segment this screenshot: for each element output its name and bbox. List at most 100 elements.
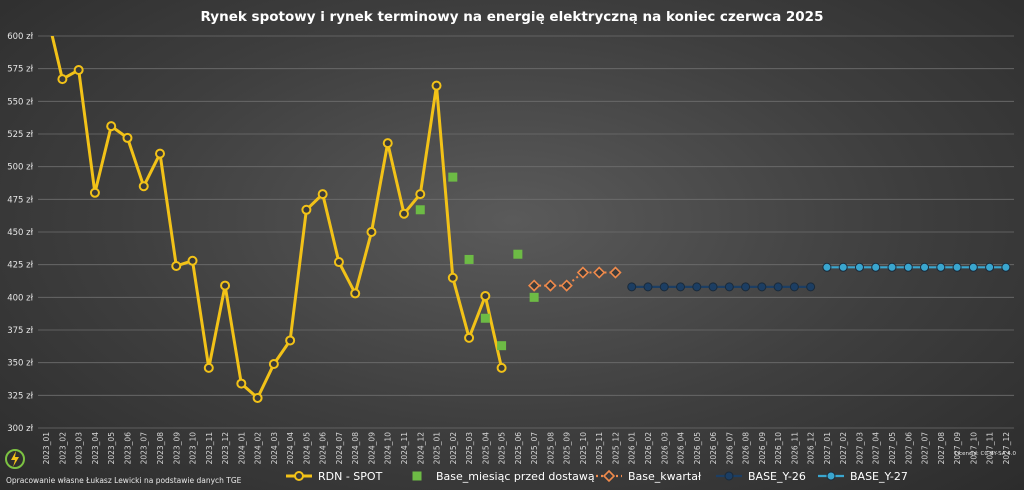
data-point (415, 205, 425, 215)
x-tick-label: 2026_10 (774, 432, 783, 465)
series (415, 172, 539, 351)
y-tick-label: 350 zł (7, 359, 33, 369)
data-point (366, 227, 377, 237)
data-point (529, 292, 539, 302)
x-tick-label: 2025_04 (481, 432, 490, 465)
x-tick-label: 2025_03 (465, 432, 474, 465)
y-tick-label: 500 zł (7, 163, 33, 173)
data-point (448, 172, 458, 182)
series (822, 262, 1011, 272)
data-point (968, 262, 978, 272)
legend-label: BASE_Y-27 (850, 470, 908, 483)
legend-item: BASE_Y-27 (818, 470, 908, 483)
data-point (724, 471, 734, 481)
grid (38, 35, 1014, 429)
x-tick-label: 2027_04 (872, 432, 881, 465)
data-point (985, 262, 995, 272)
data-point (155, 148, 165, 159)
data-point (496, 362, 507, 373)
data-point (252, 392, 263, 403)
x-tick-label: 2023_07 (140, 432, 149, 465)
x-tick-label: 2024_04 (286, 432, 295, 465)
data-point (903, 262, 913, 272)
series (627, 282, 816, 292)
x-tick-label: 2025_09 (563, 432, 572, 465)
y-tick-label: 550 zł (7, 97, 33, 107)
data-point (659, 282, 669, 292)
data-point (382, 138, 393, 149)
data-point (936, 262, 946, 272)
x-tick-label: 2027_07 (921, 432, 930, 465)
data-point (560, 279, 573, 292)
x-tick-label: 2026_07 (725, 432, 734, 465)
data-point (609, 266, 622, 279)
legend-item: RDN - SPOT (286, 470, 383, 483)
license-note: Licencja: CC-BY-SA 4.0 (954, 451, 1017, 457)
x-tick-label: 2024_09 (367, 432, 376, 465)
data-point (528, 279, 541, 292)
x-tick-label: 2025_08 (546, 432, 555, 465)
x-tick-label: 2025_02 (449, 432, 458, 465)
x-tick-label: 2026_05 (693, 432, 702, 465)
data-point (480, 313, 490, 323)
data-point (627, 282, 637, 292)
x-tick-label: 2024_03 (270, 432, 279, 465)
x-tick-label: 2025_12 (611, 432, 620, 465)
data-point (464, 254, 474, 264)
x-tick-label: 2026_08 (742, 432, 751, 465)
legend-label: Base_kwartał (628, 470, 702, 483)
x-tick-label: 2027_03 (855, 432, 864, 465)
y-tick-label: 450 zł (7, 228, 33, 238)
plot-area (42, 6, 1011, 403)
legend: RDN - SPOT Base_miesiąc przed dostawą Base… (286, 469, 908, 483)
x-tick-label: 2025_11 (595, 432, 604, 465)
data-point (741, 282, 751, 292)
data-point (171, 260, 182, 271)
x-tick-label: 2023_09 (172, 432, 181, 465)
x-tick-label: 2024_08 (351, 432, 360, 465)
x-tick-label: 2027_10 (969, 432, 978, 465)
data-point (89, 187, 100, 198)
data-point (294, 471, 304, 481)
data-point (822, 262, 832, 272)
data-point (497, 341, 507, 351)
y-tick-label: 475 zł (7, 195, 33, 205)
x-tick-label: 2027_01 (823, 432, 832, 465)
x-tick-label: 2027_12 (1002, 432, 1011, 465)
data-point (513, 249, 523, 259)
data-point (602, 469, 616, 483)
data-point (73, 64, 84, 75)
data-point (708, 282, 718, 292)
data-point (399, 208, 409, 219)
data-point (773, 282, 783, 292)
data-point (57, 74, 68, 85)
x-tick-label: 2027_09 (953, 432, 962, 465)
data-point (871, 262, 881, 272)
x-tick-label: 2024_07 (335, 432, 344, 465)
x-tick-label: 2025_05 (498, 432, 507, 465)
x-tick-label: 2026_06 (709, 432, 718, 465)
x-tick-label: 2025_06 (514, 432, 523, 465)
x-tick-label: 2026_02 (644, 432, 653, 465)
data-point (431, 80, 442, 91)
y-tick-label: 575 zł (7, 65, 33, 75)
x-tick-label: 2026_04 (677, 432, 686, 465)
data-point (350, 288, 361, 299)
x-tick-label: 2024_11 (400, 432, 409, 465)
x-tick-label: 2026_11 (790, 432, 799, 465)
data-point (42, 6, 50, 14)
x-tick-label: 2023_03 (75, 432, 84, 465)
x-tick-label: 2023_05 (107, 432, 116, 465)
x-tick-label: 2027_06 (904, 432, 913, 465)
x-tick-label: 2024_02 (254, 432, 263, 465)
legend-item: Base_kwartał (596, 469, 702, 483)
y-tick-label: 525 zł (7, 130, 33, 140)
x-tick-label: 2027_11 (986, 432, 995, 465)
x-tick-label: 2023_06 (123, 432, 132, 465)
y-axis: 300 zł 325 zł 350 zł 375 zł 400 zł 425 zł 450 … (7, 32, 33, 434)
data-point (464, 332, 475, 343)
data-point (838, 262, 848, 272)
x-tick-label: 2026_12 (807, 432, 816, 465)
data-point (724, 282, 734, 292)
y-tick-label: 300 zł (7, 424, 33, 434)
